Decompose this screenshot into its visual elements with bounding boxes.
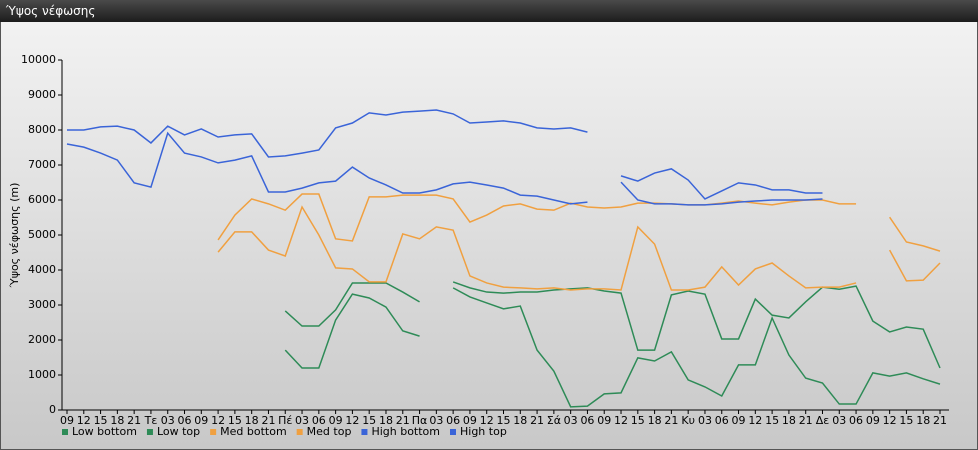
x-tick-label: 15 bbox=[497, 414, 511, 427]
x-tick-label: 15 bbox=[631, 414, 645, 427]
x-tick-label: 09 bbox=[194, 414, 208, 427]
y-tick-label: 3000 bbox=[28, 298, 56, 311]
y-tick-label: 0 bbox=[49, 403, 56, 416]
widget-body: Ύψος νέφωσης (m) 0 1000 2000 3000 4000 5000 600… bbox=[1, 22, 977, 449]
x-tick-label: 06 bbox=[312, 414, 326, 427]
x-tick-label: 15 bbox=[765, 414, 779, 427]
x-tick-label: 09 bbox=[866, 414, 880, 427]
legend-label: High top bbox=[460, 425, 507, 438]
x-tick-label: 06 bbox=[849, 414, 863, 427]
x-tick-label: Πέ bbox=[278, 414, 292, 427]
x-tick-label: 12 bbox=[345, 414, 359, 427]
y-tick-label: 6000 bbox=[28, 193, 56, 206]
x-tick-label: 15 bbox=[362, 414, 376, 427]
y-tick-label: 5000 bbox=[28, 228, 56, 241]
x-tick-label: 12 bbox=[77, 414, 91, 427]
x-tick-label: 21 bbox=[127, 414, 141, 427]
legend-swatch bbox=[450, 429, 456, 435]
x-tick-label: 15 bbox=[228, 414, 242, 427]
x-tick-label: 15 bbox=[899, 414, 913, 427]
x-tick-label: Κυ bbox=[681, 414, 695, 427]
legend-swatch bbox=[62, 429, 68, 435]
legend-label: Med bottom bbox=[220, 425, 287, 438]
x-tick-label: 06 bbox=[446, 414, 460, 427]
x-tick-label: 09 bbox=[732, 414, 746, 427]
x-tick-label: 09 bbox=[329, 414, 343, 427]
x-tick-label: 18 bbox=[648, 414, 662, 427]
x-tick-label: 21 bbox=[396, 414, 410, 427]
x-tick-label: 18 bbox=[513, 414, 527, 427]
x-tick-label: 12 bbox=[480, 414, 494, 427]
legend-label: Low top bbox=[157, 425, 200, 438]
legend-swatch bbox=[361, 429, 368, 435]
x-tick-label: 09 bbox=[60, 414, 74, 427]
y-tick-label: 8000 bbox=[28, 123, 56, 136]
series-line bbox=[66, 131, 823, 206]
x-tick-label: 12 bbox=[748, 414, 762, 427]
x-tick-label: 09 bbox=[463, 414, 477, 427]
x-tick-label: Πα bbox=[412, 414, 428, 427]
x-tick-label: 18 bbox=[379, 414, 393, 427]
x-tick-label: 03 bbox=[564, 414, 578, 427]
widget-title: Ύψος νέφωσης bbox=[0, 0, 978, 22]
series-line bbox=[217, 193, 941, 252]
x-tick-label: 12 bbox=[211, 414, 225, 427]
legend-swatch bbox=[146, 429, 153, 435]
x-tick-label: Τε bbox=[144, 414, 158, 427]
x-tick-label: 03 bbox=[429, 414, 443, 427]
legend-label: High bottom bbox=[371, 425, 440, 438]
x-tick-label: 21 bbox=[530, 414, 544, 427]
x-tick-label: 21 bbox=[933, 414, 947, 427]
x-tick-label: 15 bbox=[94, 414, 108, 427]
x-tick-label: 12 bbox=[883, 414, 897, 427]
series-line bbox=[217, 205, 941, 291]
x-tick-label: 21 bbox=[261, 414, 275, 427]
x-tick-label: 18 bbox=[245, 414, 259, 427]
x-tick-label: 03 bbox=[161, 414, 175, 427]
x-tick-label: 09 bbox=[597, 414, 611, 427]
series-line bbox=[284, 287, 941, 408]
y-tick-label: 4000 bbox=[28, 263, 56, 276]
x-tick-label: 06 bbox=[178, 414, 192, 427]
x-tick-label: 03 bbox=[698, 414, 712, 427]
x-tick-label: Δε bbox=[816, 414, 830, 427]
x-tick-label: 03 bbox=[295, 414, 309, 427]
series-line bbox=[67, 109, 823, 200]
chart: Ύψος νέφωσης (m) 0 1000 2000 3000 4000 5000 600… bbox=[8, 53, 949, 438]
x-tick-label: 18 bbox=[110, 414, 124, 427]
legend-label: Med top bbox=[307, 425, 352, 438]
legend-label: Low bottom bbox=[72, 425, 137, 438]
legend-swatch bbox=[210, 429, 217, 435]
y-tick-label: 2000 bbox=[28, 333, 56, 346]
legend-swatch bbox=[296, 429, 303, 435]
x-tick-label: Σά bbox=[547, 414, 561, 427]
x-tick-label: 21 bbox=[664, 414, 678, 427]
y-tick-label: 9000 bbox=[28, 88, 56, 101]
y-tick-label: 10000 bbox=[21, 53, 56, 66]
y-axis-label: Ύψος νέφωσης (m) bbox=[8, 183, 21, 289]
x-tick-label: 06 bbox=[580, 414, 594, 427]
x-tick-label: 03 bbox=[832, 414, 846, 427]
x-tick-label: 06 bbox=[715, 414, 729, 427]
x-tick-label: 18 bbox=[916, 414, 930, 427]
x-tick-label: 21 bbox=[799, 414, 813, 427]
y-tick-label: 1000 bbox=[28, 368, 56, 381]
series-line bbox=[284, 281, 941, 369]
x-tick-label: 18 bbox=[782, 414, 796, 427]
x-tick-label: 12 bbox=[614, 414, 628, 427]
y-tick-label: 7000 bbox=[28, 158, 56, 171]
